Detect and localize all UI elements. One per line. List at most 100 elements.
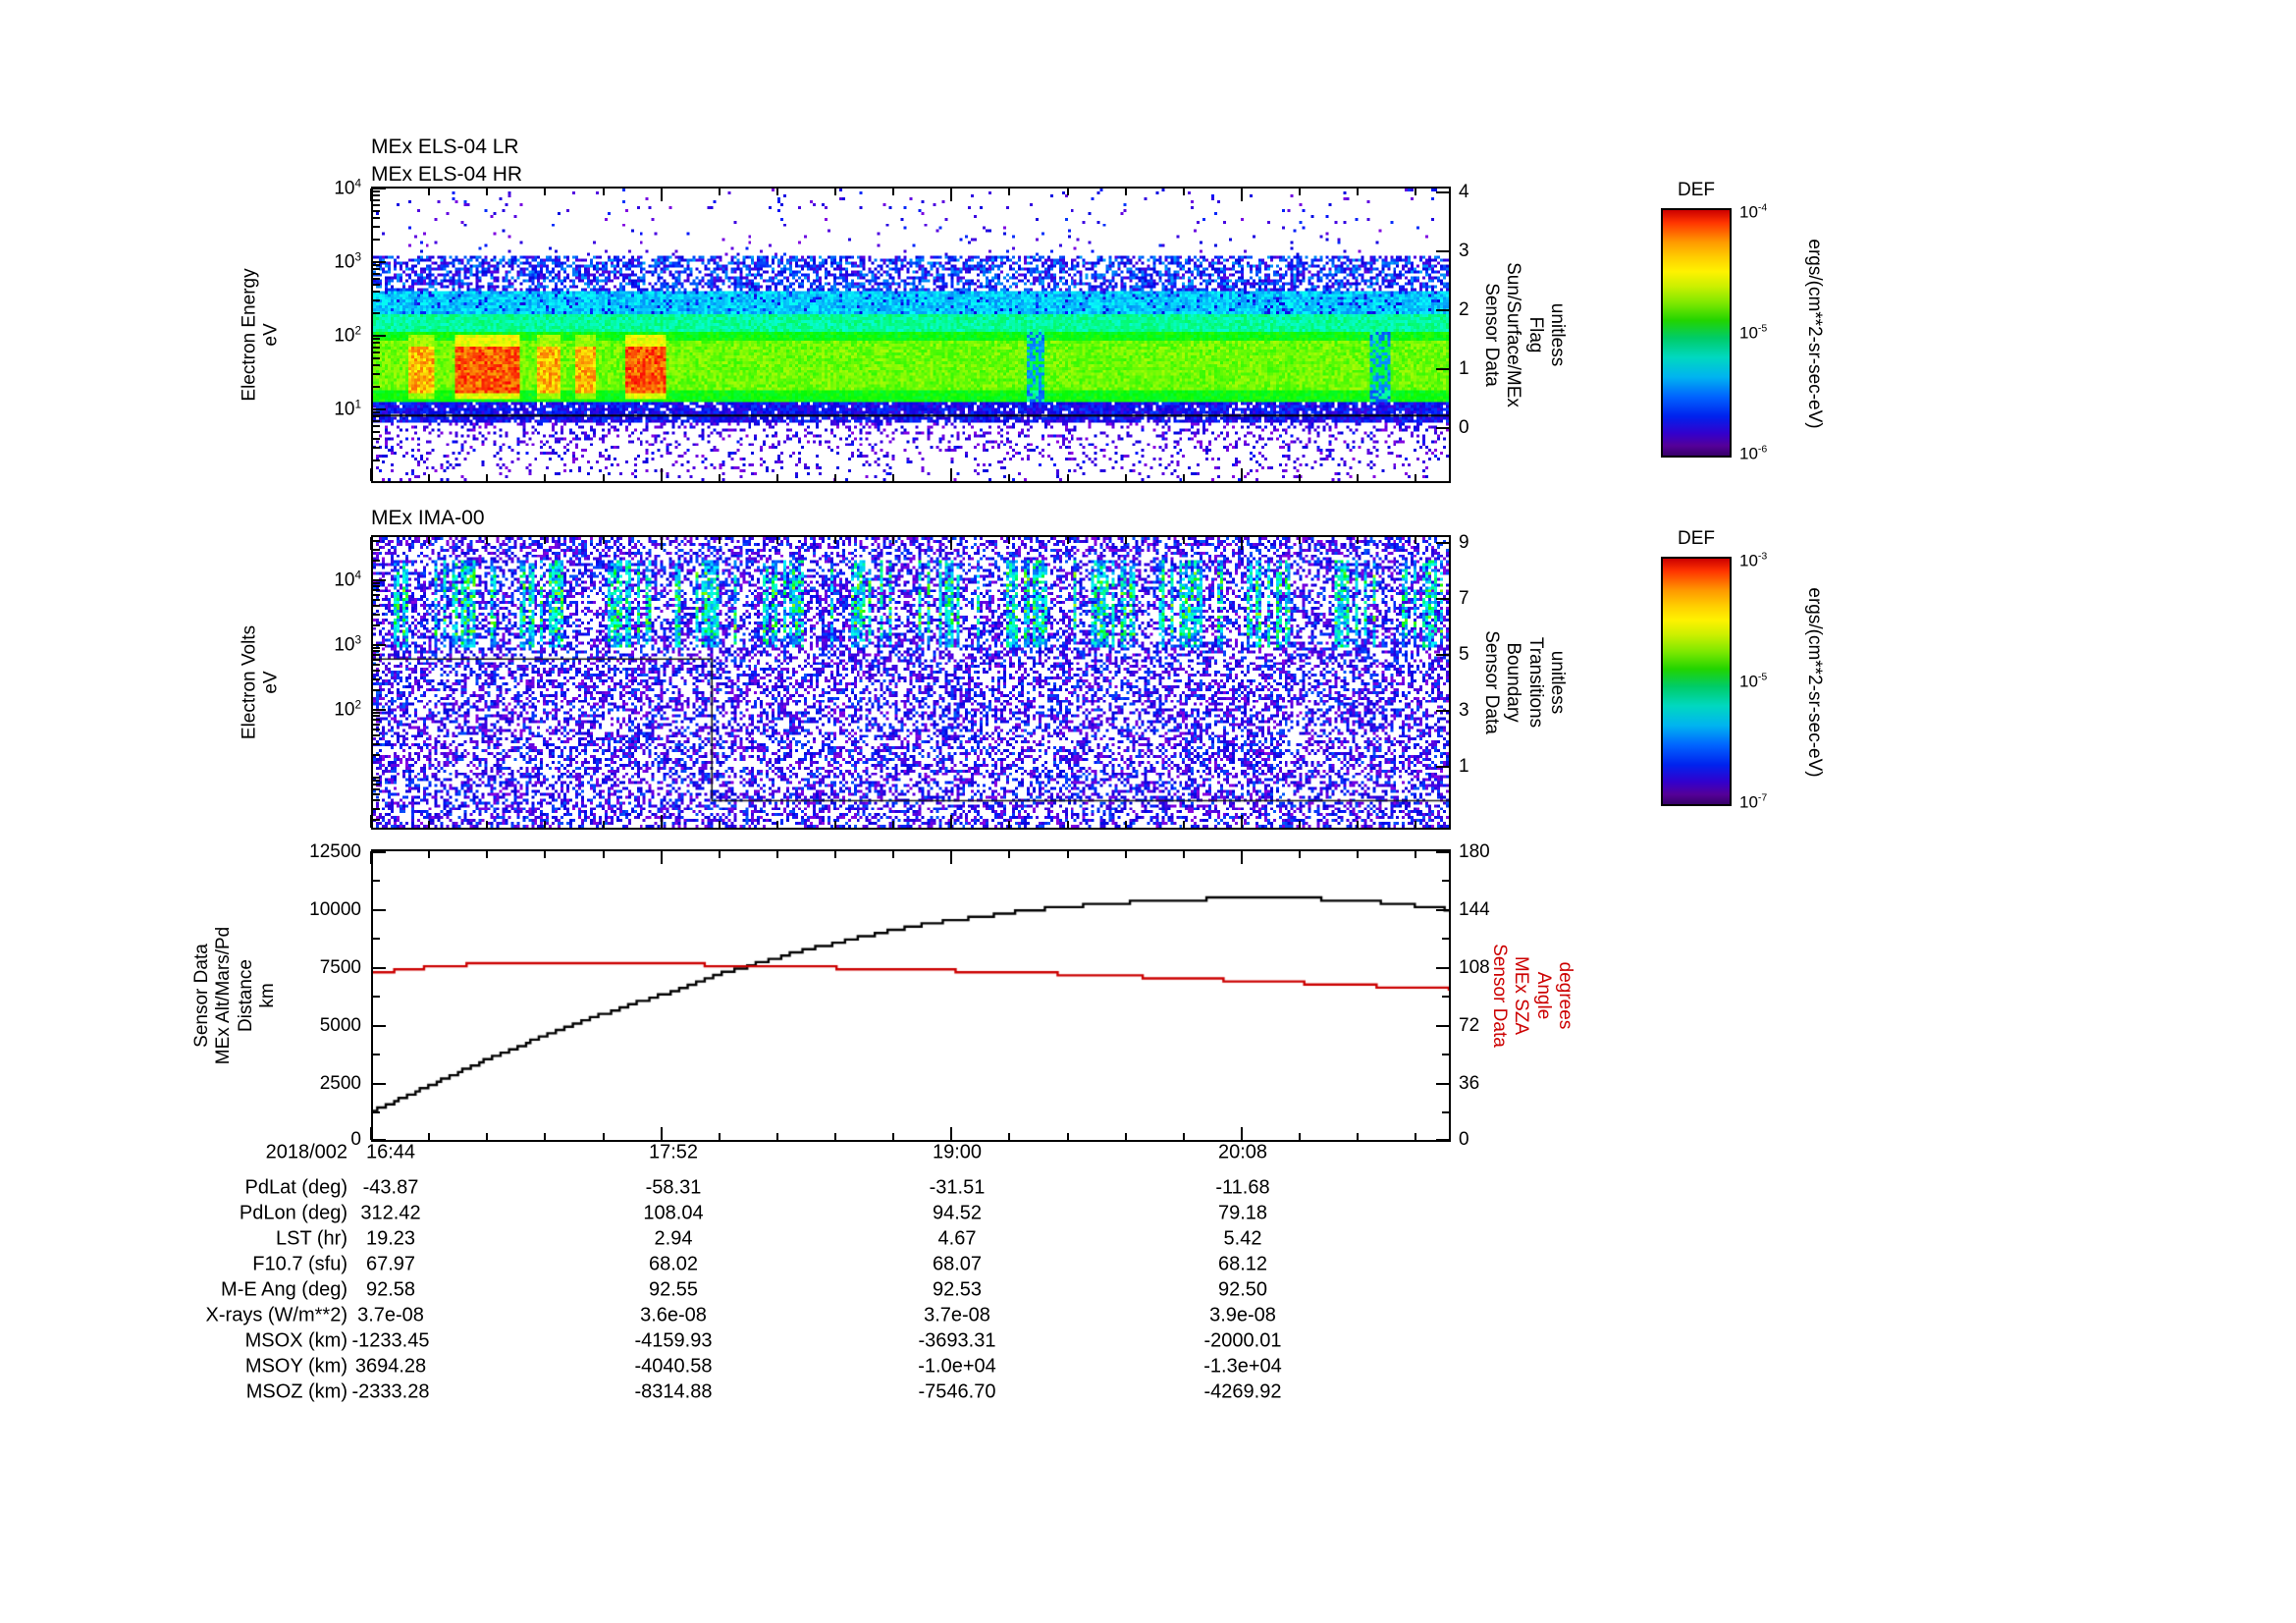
time-tick-mark [950, 851, 953, 864]
time-tick-mark [718, 189, 721, 195]
table-row-label: 2018/002 [265, 1141, 347, 1163]
y-minor-tick-mark [373, 593, 380, 596]
y-minor-tick-mark [373, 658, 380, 661]
y-minor-tick-mark [1442, 880, 1449, 882]
y-minor-tick-mark [373, 363, 380, 366]
time-tick-mark [428, 1133, 431, 1140]
time-tick-mark [660, 468, 663, 481]
altitude-tick-label: 2500 [319, 1073, 361, 1094]
time-tick-mark [1299, 189, 1302, 195]
time-tick-mark [602, 851, 605, 858]
time-tick-mark [1415, 189, 1417, 195]
time-tick-mark [544, 189, 547, 195]
time-tick-mark [1357, 1133, 1360, 1140]
els-y-tick-label: 104 [334, 177, 361, 199]
time-tick-mark [1124, 537, 1127, 544]
table-cell: 3.9e-08 [1209, 1304, 1276, 1326]
time-tick-mark [950, 1127, 953, 1140]
sza-tick-label: 144 [1459, 899, 1490, 920]
els-spectrogram-panel [371, 187, 1451, 483]
time-tick-mark [544, 537, 547, 544]
table-cell: 68.07 [932, 1253, 983, 1275]
els-title-hr: MEx ELS-04 HR [371, 163, 523, 186]
time-tick-mark [1066, 1133, 1069, 1140]
y-tick-mark [1436, 851, 1449, 853]
y-minor-tick-mark [373, 598, 380, 601]
table-cell: -11.68 [1215, 1176, 1270, 1199]
y-tick-mark [1436, 191, 1449, 193]
table-cell: -7546.70 [918, 1380, 996, 1403]
table-cell: -58.31 [645, 1176, 702, 1199]
ima-y-tick-label: 102 [334, 698, 361, 721]
table-cell: -2000.01 [1203, 1329, 1282, 1352]
time-tick-mark [1299, 821, 1302, 828]
time-tick-mark [834, 851, 837, 858]
y-minor-tick-mark [373, 1054, 380, 1055]
ima-colorbar-units-label: ergs/(cm**2-sr-sec-eV) [1804, 587, 1826, 778]
time-tick-mark [892, 821, 895, 828]
els-y-tick-label: 101 [334, 398, 361, 420]
table-cell: 19.23 [365, 1227, 416, 1250]
y-minor-tick-mark [373, 351, 380, 353]
ima-colorbar [1661, 557, 1732, 806]
time-tick-mark [775, 474, 778, 481]
y-minor-tick-mark [373, 560, 380, 563]
y-minor-tick-mark [373, 734, 380, 737]
time-tick-mark [1124, 1133, 1127, 1140]
time-tick-mark [1008, 474, 1011, 481]
y-minor-tick-mark [373, 712, 380, 715]
y-minor-tick-mark [1442, 938, 1449, 940]
y-minor-tick-mark [373, 582, 380, 585]
time-tick-mark [1008, 821, 1011, 828]
table-cell: -43.87 [362, 1176, 419, 1199]
time-tick-mark [602, 821, 605, 828]
y-tick-mark [373, 1139, 386, 1141]
time-tick-mark [950, 468, 953, 481]
table-cell: 3.6e-08 [640, 1304, 707, 1326]
els-flag-tick-label: 1 [1459, 358, 1469, 379]
els-flag-tick-label: 2 [1459, 299, 1469, 320]
y-tick-mark [1436, 766, 1449, 768]
y-tick-mark [373, 967, 386, 969]
y-minor-tick-mark [373, 996, 380, 998]
table-row-label: M-E Ang (deg) [221, 1278, 347, 1301]
y-tick-mark [1436, 967, 1449, 969]
table-row-label: F10.7 (sfu) [252, 1253, 347, 1275]
els-colorbar-tick-label: 10-6 [1739, 443, 1768, 463]
y-tick-mark [373, 261, 386, 263]
time-tick-mark [1415, 1133, 1417, 1140]
ima-boundary-tick-label: 5 [1459, 644, 1469, 665]
ima-boundary-tick-label: 1 [1459, 756, 1469, 777]
time-tick-mark [1066, 474, 1069, 481]
y-tick-mark [373, 335, 386, 337]
time-tick-mark [1066, 821, 1069, 828]
time-tick-mark [544, 1133, 547, 1140]
y-minor-tick-mark [373, 938, 380, 940]
table-cell: 68.02 [648, 1253, 699, 1275]
table-cell: 20:08 [1217, 1141, 1268, 1163]
time-tick-mark [1182, 537, 1185, 544]
y-tick-mark [1436, 909, 1449, 911]
y-tick-mark [1436, 309, 1449, 311]
table-cell: 79.18 [1217, 1202, 1268, 1224]
y-tick-mark [1436, 1139, 1449, 1141]
time-tick-mark [602, 189, 605, 195]
y-tick-mark [373, 1083, 386, 1085]
y-minor-tick-mark [373, 209, 380, 212]
els-colorbar-tick-label: 10-4 [1739, 201, 1768, 222]
y-minor-tick-mark [373, 419, 380, 422]
y-minor-tick-mark [373, 272, 380, 275]
time-tick-mark [486, 537, 489, 544]
table-cell: -8314.88 [634, 1380, 713, 1403]
time-tick-mark [660, 815, 663, 828]
table-cell: 5.42 [1223, 1227, 1262, 1250]
y-minor-tick-mark [373, 447, 380, 450]
y-minor-tick-mark [373, 239, 380, 242]
time-tick-mark [602, 1133, 605, 1140]
y-tick-mark [373, 1025, 386, 1027]
time-tick-mark [428, 821, 431, 828]
els-colorbar-tick-label: 10-5 [1739, 322, 1768, 343]
time-tick-mark [1357, 537, 1360, 544]
time-tick-mark [1299, 851, 1302, 858]
time-tick-mark [1008, 1133, 1011, 1140]
